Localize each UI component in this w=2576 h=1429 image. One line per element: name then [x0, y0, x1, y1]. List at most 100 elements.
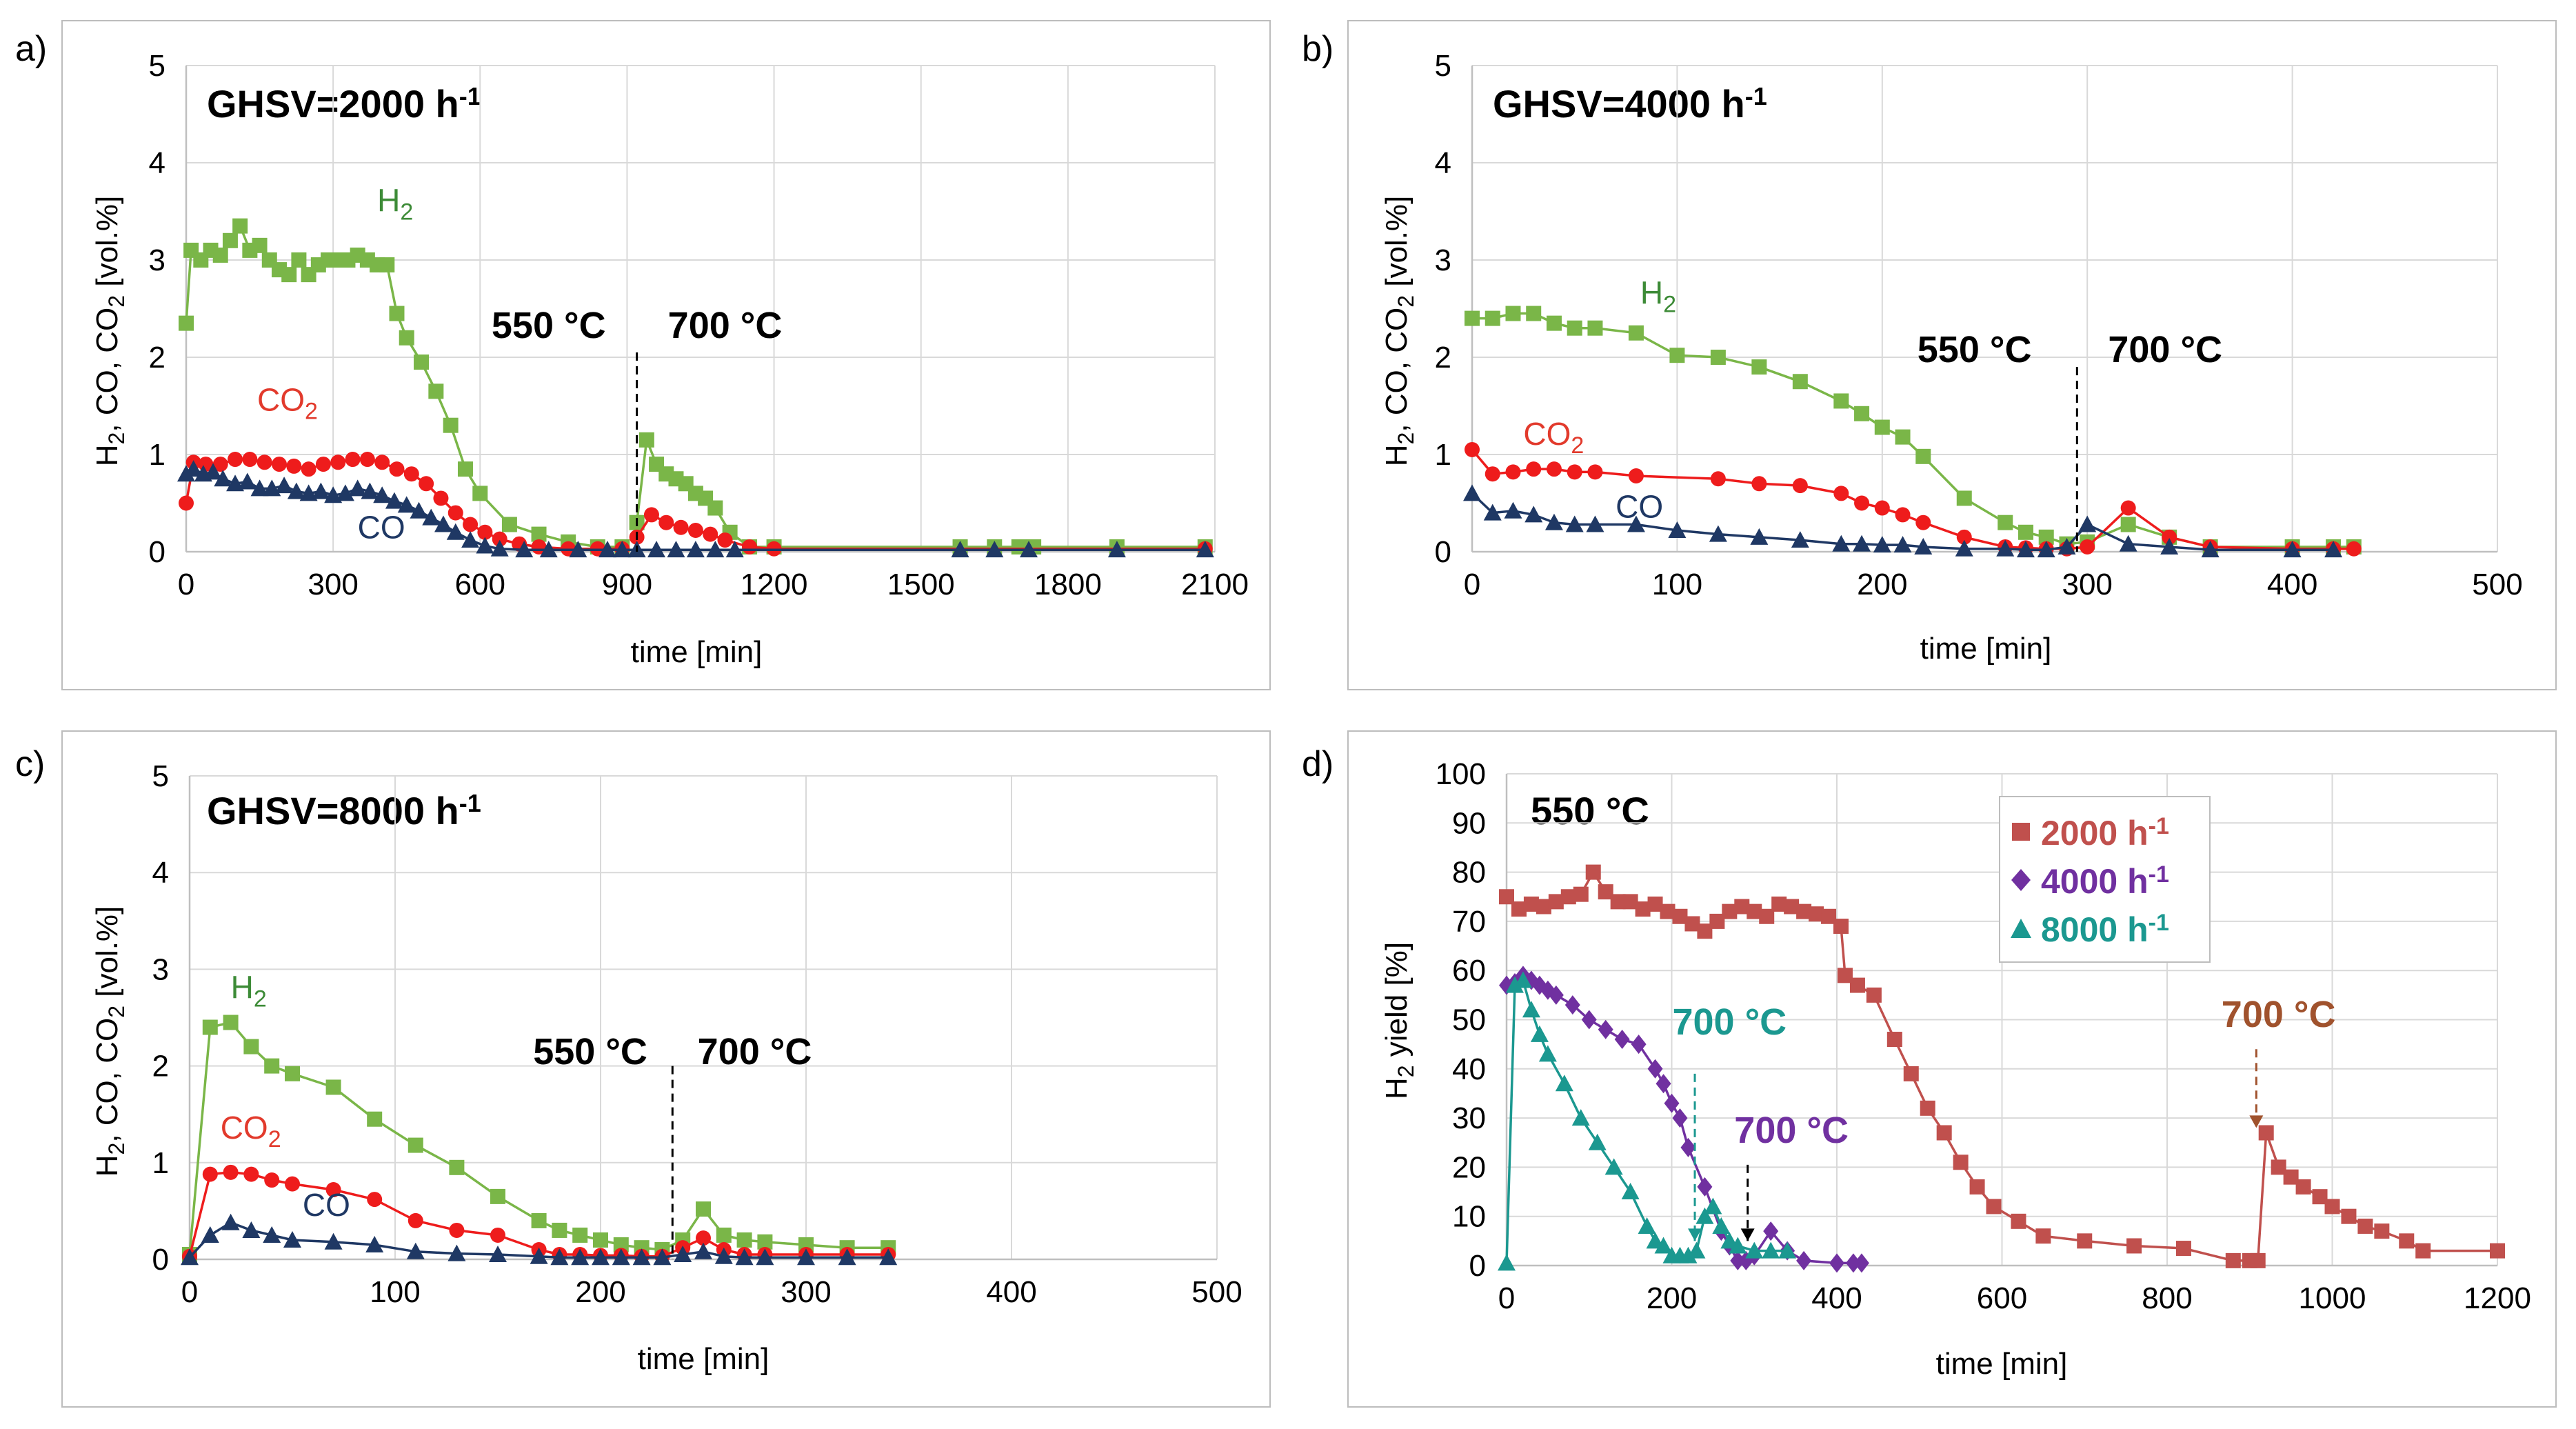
panel-c-series-label-name: CO — [221, 1110, 268, 1146]
panel-d-data-point — [2295, 1179, 2311, 1195]
panel-a-data-point — [419, 476, 434, 492]
panel-b-data-point — [1710, 471, 1726, 487]
panel-a-data-point — [256, 454, 272, 470]
panel-b-data-point — [1526, 306, 1542, 321]
panel-a-data-point — [492, 531, 507, 547]
panel-a-data-point — [476, 537, 494, 554]
panel-c-label: c) — [15, 744, 45, 784]
panel-a-data-point — [703, 526, 718, 542]
panel-d-title: 550 °C — [1531, 789, 1649, 832]
panel-c-series-co — [181, 1213, 898, 1266]
panel-b-xlabel: time [min] — [1920, 632, 2052, 666]
panel-d-data-point — [1953, 1155, 1969, 1170]
panel-b-data-point — [1854, 495, 1870, 511]
panel-c-series-label: CO2 — [221, 1110, 281, 1152]
panel-a-xtick-label: 2100 — [1181, 568, 1249, 601]
panel-d-data-point — [2324, 1199, 2340, 1215]
panel-c-series-label-sub: 2 — [254, 986, 267, 1012]
legend-marker-8000-triangle-icon — [2011, 919, 2031, 938]
panel-a-data-point — [706, 541, 725, 558]
panel-c-data-point — [181, 1248, 199, 1266]
panel-d-data-point — [1712, 1217, 1731, 1234]
panel-a-ytick-label: 1 — [149, 438, 165, 472]
panel-a-data-point — [638, 432, 654, 448]
panel-c-temperature-label: 550 °C — [533, 1031, 647, 1072]
panel-d-data-point — [1745, 1241, 1764, 1259]
panel-c: c) GHSV=8000 h-1 0 100 200 300 400 5000123455… — [15, 730, 1271, 1408]
panel-a-data-point — [275, 477, 294, 494]
panel-b-series-line — [1471, 492, 2334, 551]
panel-b-data-point — [1668, 521, 1687, 538]
panel-b-data-point — [1874, 500, 1890, 516]
panel-b-data-point — [1914, 537, 1933, 554]
panel-a-data-point — [359, 452, 375, 468]
panel-a-data-point — [686, 541, 705, 558]
panel-b-series-co — [1463, 484, 2343, 558]
panel-d-data-point — [1555, 1075, 1573, 1092]
panel-b-data-point — [1628, 468, 1644, 484]
panel-c-data-point — [407, 1212, 423, 1228]
panel-d-ytick-label: 90 — [1452, 806, 1486, 840]
panel-a-data-point — [569, 541, 587, 558]
panel-c-data-point — [757, 1234, 773, 1250]
panel-c-data-point — [571, 1248, 590, 1266]
panel-d-ytick-label: 50 — [1452, 1003, 1486, 1037]
panel-d-ytick-label: 40 — [1452, 1052, 1486, 1086]
panel-d-series-2000-h-1 — [1499, 864, 2505, 1268]
panel-d-data-point — [1622, 894, 1638, 910]
panel-c-xlabel: time [min] — [638, 1342, 769, 1376]
panel-a-data-point — [291, 252, 307, 268]
legend-label-8000-text: 8000 h — [2041, 910, 2149, 949]
panel-c-ytick-label: 0 — [152, 1243, 169, 1277]
panel-b-series-label-sub: 2 — [1571, 432, 1584, 459]
panel-b-data-point — [2080, 539, 2095, 554]
panel-d-data-point — [1498, 1254, 1516, 1271]
panel-a-data-point — [446, 523, 465, 540]
panel-a-data-point — [434, 515, 452, 532]
panel-b-data-point — [2120, 517, 2136, 532]
panel-c-data-point — [716, 1227, 732, 1243]
panel-c-data-point — [285, 1066, 300, 1081]
panel-b-data-point — [1544, 513, 1563, 530]
panel-d-data-point — [1771, 896, 1787, 912]
panel-d-xtick-label: 0 — [1498, 1281, 1515, 1315]
panel-a-ylabel: H2, CO, CO2 [vol.%] — [90, 196, 129, 467]
panel-a-data-point — [443, 417, 459, 433]
panel-d-data-point — [1513, 971, 1532, 988]
panel-b-data-point — [1587, 320, 1603, 336]
panel-a-series-label: H2 — [377, 183, 413, 226]
panel-d-data-point — [1656, 1074, 1671, 1094]
panel-a-series-label-name: H — [377, 183, 400, 219]
panel-a-data-point — [742, 539, 758, 554]
panel-d-data-point — [1523, 896, 1539, 912]
panel-b-data-point — [1567, 320, 1582, 336]
panel-d-data-point — [1548, 894, 1564, 910]
panel-b-data-point — [1463, 484, 1481, 501]
panel-b-data-point — [1955, 539, 1973, 557]
panel-b-data-point — [2038, 529, 2054, 545]
panel-b-ytick-label: 4 — [1435, 146, 1451, 180]
panel-d-data-point — [1709, 913, 1725, 929]
panel-d-data-point — [1730, 1250, 1746, 1270]
panel-d-data-point — [1598, 884, 1613, 900]
panel-d-data-point — [1522, 1001, 1540, 1018]
panel-d-data-point — [1697, 923, 1713, 939]
panel-d-frame — [1347, 730, 2557, 1408]
panel-c-data-point — [592, 1248, 610, 1266]
panel-d-data-point — [1672, 1108, 1688, 1128]
panel-b-data-point — [1751, 476, 1767, 492]
panel-b-data-point — [1546, 461, 1562, 477]
panel-d-xlabel: time [min] — [1936, 1347, 2068, 1381]
panel-b-data-point — [1669, 348, 1685, 363]
panel-b-data-point — [2017, 524, 2033, 540]
panel-d-data-point — [1621, 1183, 1640, 1200]
panel-c-data-point — [243, 1039, 259, 1055]
panel-a-data-point — [179, 315, 194, 331]
panel-d-arrow-icon — [1688, 1228, 1702, 1241]
legend-label-2000: 2000 h-1 — [2041, 813, 2169, 852]
panel-b-data-point — [1465, 310, 1480, 326]
panel-c-data-point — [223, 1015, 239, 1030]
panel-a-data-point — [397, 496, 416, 513]
panel-d-data-point — [1809, 906, 1824, 922]
panel-c-data-point — [879, 1248, 898, 1266]
